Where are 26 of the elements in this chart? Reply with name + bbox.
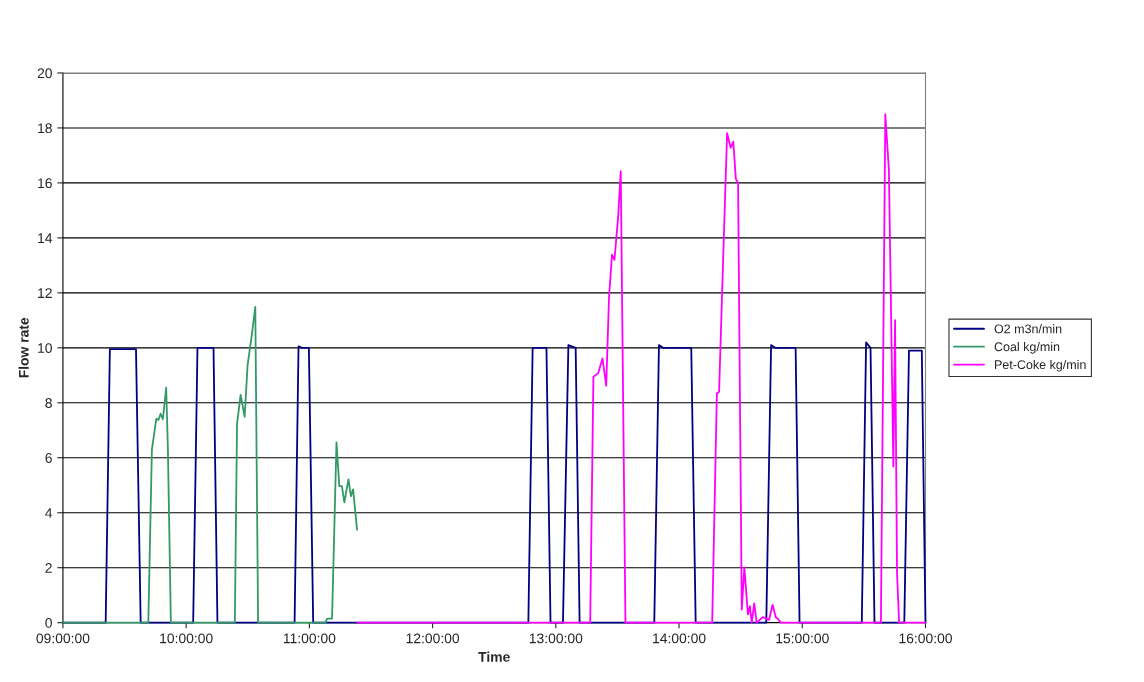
x-tick-label: 15:00:00 (776, 633, 829, 644)
x-tick-label: 13:00:00 (529, 633, 583, 644)
y-tick-label: 16 (38, 178, 52, 189)
legend-label: O2 m3n/min (994, 324, 1062, 334)
x-tick-label: 10:00:00 (160, 633, 213, 644)
y-axis-title: Flow rate (18, 317, 29, 378)
x-tick-label: 16:00:00 (899, 633, 952, 644)
x-tick-label: 12:00:00 (406, 633, 460, 644)
legend-label: Coal kg/min (994, 341, 1060, 354)
legend-label: Pet-Coke kg/min (995, 359, 1086, 372)
line-series (356, 113, 927, 624)
y-tick-label: 6 (45, 453, 52, 463)
line-series (62, 305, 358, 624)
y-tick-label: 2 (45, 563, 52, 573)
x-tick-label: 14:00:00 (653, 633, 706, 644)
y-tick-label: 20 (37, 68, 52, 79)
x-tick-label: 09:00:00 (36, 633, 90, 644)
x-tick-label: 11:00:00 (283, 633, 336, 644)
y-tick-label: 10 (38, 343, 52, 353)
x-axis-title: Time (478, 651, 510, 662)
y-tick-label: 18 (38, 123, 52, 134)
y-tick-label: 0 (45, 618, 52, 628)
y-tick-label: 8 (45, 398, 52, 408)
y-tick-label: 12 (38, 288, 52, 298)
y-tick-label: 4 (45, 508, 53, 518)
y-tick-label: 14 (38, 233, 53, 243)
